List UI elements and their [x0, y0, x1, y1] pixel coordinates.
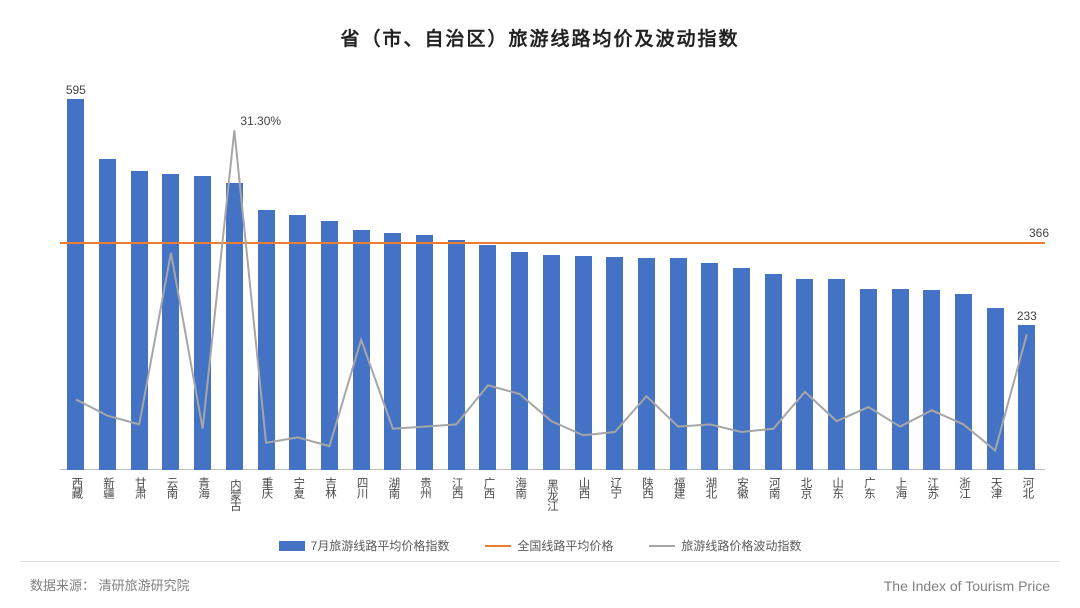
source-label: 数据来源： — [30, 578, 95, 593]
legend-item-avg: 全国线路平均价格 — [485, 537, 613, 554]
footer-brand: The Index of Tourism Price — [884, 578, 1050, 594]
legend-item-bars: 7月旅游线路平均价格指数 — [279, 537, 450, 554]
legend-label-avg: 全国线路平均价格 — [517, 537, 613, 554]
source-name: 清研旅游研究院 — [99, 578, 190, 593]
legend-item-vol: 旅游线路价格波动指数 — [649, 537, 801, 554]
legend-swatch-vol-line — [649, 545, 675, 547]
legend-swatch-bar — [279, 541, 305, 551]
chart-title: 省（市、自治区）旅游线路均价及波动指数 — [0, 24, 1080, 51]
volatility-line — [60, 78, 1043, 498]
legend-label-bars: 7月旅游线路平均价格指数 — [311, 537, 450, 554]
page-root: 省（市、自治区）旅游线路均价及波动指数 西藏新疆甘肃云南青海内蒙古重庆宁夏吉林四… — [0, 0, 1080, 608]
legend-label-vol: 旅游线路价格波动指数 — [681, 537, 801, 554]
data-source: 数据来源： 清研旅游研究院 — [30, 575, 190, 594]
legend: 7月旅游线路平均价格指数 全国线路平均价格 旅游线路价格波动指数 — [0, 537, 1080, 554]
footer-divider — [20, 561, 1060, 562]
legend-swatch-avg-line — [485, 545, 511, 547]
chart-area: 西藏新疆甘肃云南青海内蒙古重庆宁夏吉林四川湖南贵州江西广西海南黑龙江山西辽宁陕西… — [60, 78, 1045, 498]
